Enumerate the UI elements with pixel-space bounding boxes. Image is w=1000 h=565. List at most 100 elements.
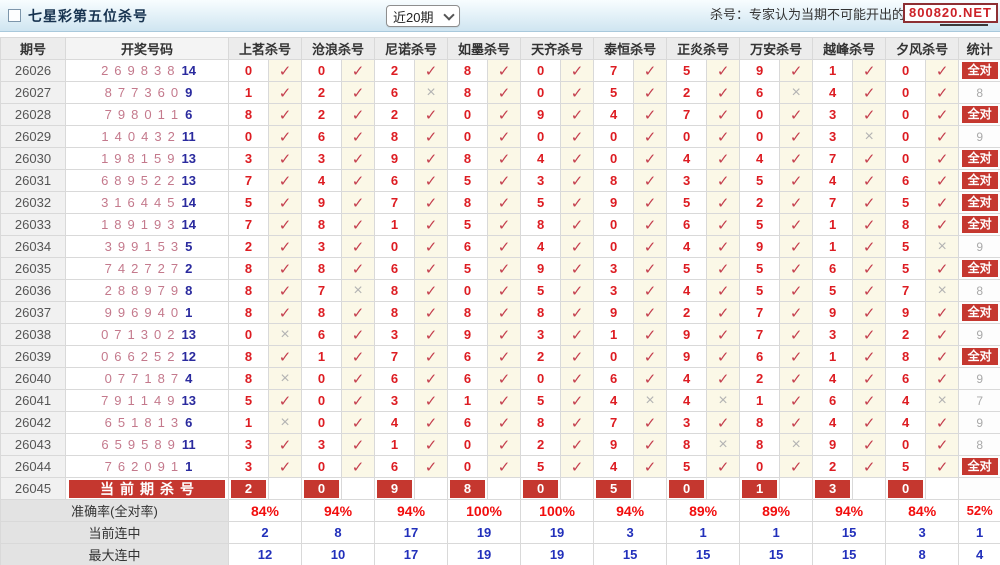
back-number: 9 xyxy=(185,85,193,100)
result-cell: ✓ xyxy=(487,367,522,390)
kill-number-wanan: 5 xyxy=(739,169,781,192)
result-cell: ✓ xyxy=(414,235,449,258)
cross-icon: × xyxy=(280,325,290,343)
table-row: 26043 6 5 9 5 8 9 11 3 ✓ 3 ✓ 1 ✓ 0 ✓ 2 ✓ 9 ✓ 8 × 8 × 9 … xyxy=(0,433,1000,456)
check-icon: ✓ xyxy=(862,414,876,432)
front-digit: 7 xyxy=(157,283,165,298)
kill-number-yuefeng: 3 xyxy=(812,103,854,126)
current-period-row: 26045 当前期杀号 2 0 9 8 0 5 0 1 3 0 xyxy=(0,477,1000,500)
result-cell: ✓ xyxy=(925,169,960,192)
front-digit: 5 xyxy=(114,437,122,452)
kill-number-xifeng: 5 xyxy=(885,455,927,478)
check-icon: ✓ xyxy=(862,84,876,102)
front-digit: 4 xyxy=(141,129,149,144)
check-icon: ✓ xyxy=(424,392,438,410)
kill-number-shangming: 3 xyxy=(228,455,269,478)
site-watermark-badge[interactable]: 800820.NET xyxy=(903,3,998,23)
kill-number-yuefeng: 6 xyxy=(812,257,854,280)
kill-number-canglang: 0 xyxy=(301,59,343,82)
collapse-checkbox[interactable] xyxy=(8,9,21,22)
result-cell: ✓ xyxy=(633,279,668,302)
front-digit: 7 xyxy=(101,393,109,408)
check-icon: ✓ xyxy=(497,304,511,322)
check-icon: ✓ xyxy=(570,128,584,146)
result-cell: ✓ xyxy=(925,455,960,478)
result-cell: ✓ xyxy=(414,345,449,368)
result-cell: ✓ xyxy=(779,323,814,346)
result-cell: ✓ xyxy=(487,323,522,346)
kill-number-yuefeng: 4 xyxy=(812,411,854,434)
check-icon: ✓ xyxy=(497,238,511,256)
stat-cell: 9 xyxy=(958,411,1000,434)
front-digit: 6 xyxy=(114,63,122,78)
result-cell: ✓ xyxy=(706,81,741,104)
check-icon: ✓ xyxy=(278,282,292,300)
result-cell: ✓ xyxy=(779,235,814,258)
front-digit: 9 xyxy=(117,239,126,254)
range-select-dropdown[interactable]: 近20期 xyxy=(386,5,460,27)
check-icon: ✓ xyxy=(789,304,803,322)
all-correct-badge: 全对 xyxy=(961,106,998,123)
kill-number-taiheng: 3 xyxy=(593,257,635,280)
check-icon: ✓ xyxy=(716,128,730,146)
result-cell: ✓ xyxy=(779,213,814,236)
period-cell: 26032 xyxy=(0,191,66,214)
kill-number-canglang: 3 xyxy=(301,147,343,170)
draw-numbers-cell: 1 9 8 1 5 9 13 xyxy=(65,147,229,170)
kill-number-nino: 0 xyxy=(374,235,416,258)
summary-label: 当前连中 xyxy=(0,521,229,544)
summary-value-wanan: 89% xyxy=(739,499,814,522)
check-icon: ✓ xyxy=(278,304,292,322)
result-cell: ✓ xyxy=(706,345,741,368)
check-icon: ✓ xyxy=(935,194,949,212)
table-row: 26039 0 6 6 2 5 2 12 8 ✓ 1 ✓ 7 ✓ 6 ✓ 2 ✓ 0 ✓ 9 ✓ 6 ✓ 1 … xyxy=(0,345,1000,368)
front-digit: 7 xyxy=(104,107,112,122)
front-digit: 8 xyxy=(144,415,152,430)
col-header-taiheng: 泰恒杀号 xyxy=(593,37,668,60)
kill-number-canglang: 0 xyxy=(301,455,343,478)
check-icon: ✓ xyxy=(716,84,730,102)
check-icon: ✓ xyxy=(643,370,657,388)
result-cell: ✓ xyxy=(706,59,741,82)
kill-number-canglang: 6 xyxy=(301,323,343,346)
result-cell: × xyxy=(925,235,960,258)
result-cell: ✓ xyxy=(341,323,376,346)
kill-number-zhengyan: 4 xyxy=(666,367,708,390)
summary-label: 准确率(全对率) xyxy=(0,499,229,522)
check-icon: ✓ xyxy=(570,62,584,80)
kill-number-canglang: 0 xyxy=(301,367,343,390)
check-icon: ✓ xyxy=(935,370,949,388)
kill-number-taiheng: 0 xyxy=(593,147,635,170)
result-cell: ✓ xyxy=(779,279,814,302)
kill-number-rumo: 0 xyxy=(447,433,489,456)
front-digit: 1 xyxy=(131,415,139,430)
check-icon: ✓ xyxy=(716,370,730,388)
result-cell-empty xyxy=(414,477,449,500)
check-icon: ✓ xyxy=(424,348,438,366)
result-cell: ✓ xyxy=(633,345,668,368)
check-icon: ✓ xyxy=(351,260,365,278)
summary-value-xifeng: 84% xyxy=(885,499,960,522)
summary-value-wanan: 15 xyxy=(739,543,814,565)
front-digit: 1 xyxy=(101,129,109,144)
result-cell: ✓ xyxy=(925,59,960,82)
front-digit: 8 xyxy=(167,63,175,78)
result-cell: ✓ xyxy=(414,455,449,478)
front-digit: 9 xyxy=(131,239,139,254)
front-digit: 5 xyxy=(140,173,148,188)
stat-cell: 全对 xyxy=(958,169,1000,192)
kill-number-wanan: 2 xyxy=(739,367,781,390)
result-cell: ✓ xyxy=(852,169,887,192)
front-digit: 3 xyxy=(170,415,179,430)
check-icon: ✓ xyxy=(424,414,438,432)
result-cell: ✓ xyxy=(487,411,522,434)
result-cell: ✓ xyxy=(852,213,887,236)
kill-number-canglang: 0 xyxy=(301,411,343,434)
check-icon: ✓ xyxy=(497,260,511,278)
kill-number-tianqi: 3 xyxy=(520,169,562,192)
kill-number-shangming: 1 xyxy=(228,411,269,434)
check-icon: ✓ xyxy=(643,348,657,366)
check-icon: ✓ xyxy=(716,216,730,234)
table-row: 26032 3 1 6 4 4 5 14 5 ✓ 9 ✓ 7 ✓ 8 ✓ 5 ✓ 9 ✓ 5 ✓ 2 ✓ 7 … xyxy=(0,191,1000,214)
